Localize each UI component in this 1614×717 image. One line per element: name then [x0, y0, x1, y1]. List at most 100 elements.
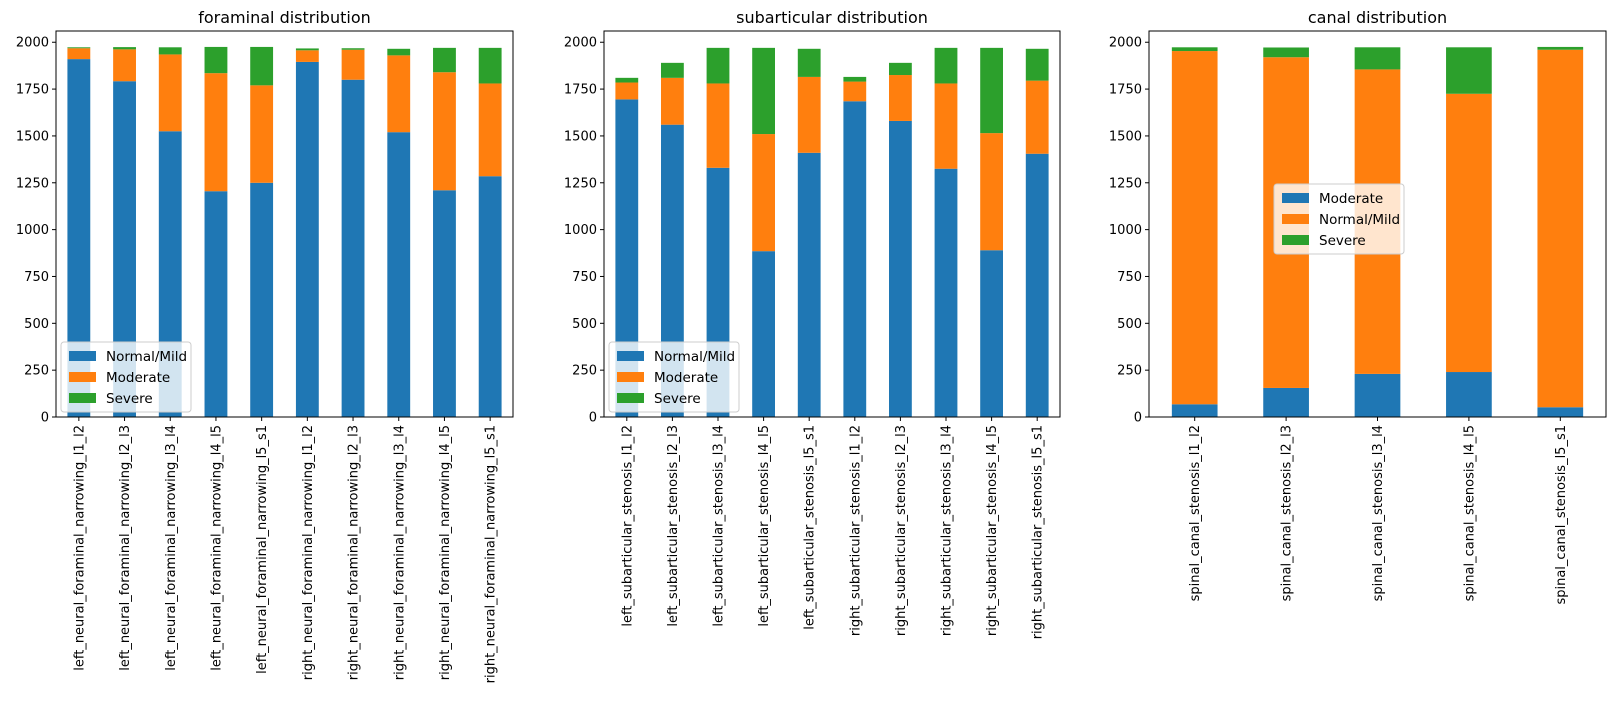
x-tick-label: spinal_canal_stenosis_l3_l4: [1371, 425, 1386, 601]
bar-moderate-5: [1537, 407, 1584, 417]
legend-label: Moderate: [106, 370, 170, 386]
bar-normal-mild-4: [752, 251, 775, 417]
bar-normal-mild-6: [843, 101, 867, 418]
x-tick-label: right_neural_foraminal_narrowing_l3_l4: [392, 425, 407, 680]
bar-severe-1: [615, 77, 639, 83]
bar-moderate-4: [204, 73, 228, 192]
legend-swatch: [617, 393, 644, 403]
bar-severe-2: [113, 47, 136, 50]
y-tick-label: 1500: [564, 129, 597, 144]
legend-swatch: [69, 393, 96, 403]
y-tick-label: 500: [24, 317, 49, 332]
x-tick-label: right_neural_foraminal_narrowing_l5_s1: [484, 425, 499, 683]
bar-normal-mild-7: [341, 79, 365, 417]
x-tick-label: spinal_canal_stenosis_l4_l5: [1462, 425, 1477, 601]
y-tick-label: 1250: [16, 176, 49, 191]
bar-moderate-2: [661, 77, 684, 125]
y-tick-label: 750: [572, 270, 597, 285]
x-tick-label: left_subarticular_stenosis_l5_s1: [803, 425, 818, 630]
legend-swatch: [617, 372, 644, 382]
legend: Normal/Mild Moderate Severe: [608, 341, 740, 413]
bar-moderate-3: [706, 83, 730, 168]
chart-panel-1: left_neural_foraminal_narrowing_l1_l2 lef…: [16, 8, 514, 683]
axes-frame: [603, 30, 1061, 418]
legend-label: Severe: [1319, 233, 1366, 249]
y-tick-label: 750: [1117, 270, 1142, 285]
legend-swatch: [1282, 214, 1309, 224]
x-tick-label: left_neural_foraminal_narrowing_l5_s1: [255, 425, 270, 674]
y-tick-label: 1000: [16, 223, 49, 238]
x-tick-label: spinal_canal_stenosis_l2_l3: [1280, 425, 1295, 601]
y-tick-label: 2000: [1109, 36, 1142, 51]
y-tick-label: 1000: [564, 223, 597, 238]
legend-label: Normal/Mild: [654, 349, 735, 365]
bar-moderate-9: [433, 72, 456, 191]
bar-normal-mild-8: [934, 168, 958, 417]
bar-moderate-2: [1263, 387, 1309, 417]
bar-severe-10: [1025, 48, 1049, 81]
legend-swatch: [1282, 235, 1309, 245]
x-tick-label: right_subarticular_stenosis_l3_l4: [940, 425, 955, 636]
chart-title: subarticular distribution: [736, 8, 928, 27]
x-tick-label: left_subarticular_stenosis_l1_l2: [620, 425, 635, 627]
bar-moderate-6: [295, 50, 319, 62]
x-tick-label: left_neural_foraminal_narrowing_l2_l3: [118, 425, 133, 671]
x-tick-label: right_neural_foraminal_narrowing_l4_l5: [438, 425, 453, 680]
legend: Normal/Mild Moderate Severe: [60, 341, 192, 413]
bar-moderate-5: [797, 76, 821, 153]
y-tick-label: 0: [1134, 411, 1142, 426]
y-tick-label: 250: [572, 364, 597, 379]
bar-normal-mild-4: [1446, 93, 1492, 373]
bar-moderate-1: [615, 82, 639, 100]
y-tick-label: 250: [24, 364, 49, 379]
bar-severe-3: [706, 47, 730, 84]
bar-moderate-6: [843, 81, 867, 102]
bar-normal-mild-4: [204, 191, 228, 417]
bar-severe-1: [67, 47, 91, 49]
bar-severe-8: [387, 48, 411, 56]
y-tick-label: 500: [1117, 317, 1142, 332]
legend-label: Moderate: [1319, 191, 1383, 207]
legend-swatch: [617, 351, 644, 361]
x-tick-label: left_neural_foraminal_narrowing_l4_l5: [210, 425, 225, 671]
x-tick-label: right_subarticular_stenosis_l4_l5: [985, 425, 1000, 636]
bar-normal-mild-5: [1537, 49, 1584, 408]
legend-label: Normal/Mild: [1319, 212, 1400, 228]
bar-severe-9: [433, 47, 456, 73]
bar-normal-mild-7: [889, 120, 912, 417]
x-tick-label: right_subarticular_stenosis_l5_s1: [1031, 425, 1046, 639]
bar-moderate-3: [1354, 373, 1401, 417]
x-tick-label: left_neural_foraminal_narrowing_l3_l4: [164, 425, 179, 671]
y-tick-label: 1750: [1109, 83, 1142, 98]
x-tick-label: right_subarticular_stenosis_l2_l3: [894, 425, 909, 636]
bar-normal-mild-1: [67, 59, 91, 418]
y-tick-label: 1750: [16, 83, 49, 98]
x-tick-label: left_subarticular_stenosis_l4_l5: [757, 425, 772, 627]
legend-swatch: [69, 372, 96, 382]
y-tick-label: 750: [24, 270, 49, 285]
chart-title: canal distribution: [1308, 8, 1447, 27]
bar-moderate-9: [980, 133, 1003, 251]
legend-label: Severe: [654, 391, 701, 407]
bar-normal-mild-5: [250, 182, 274, 417]
bar-severe-8: [934, 47, 958, 84]
bar-severe-3: [158, 47, 182, 55]
legend-label: Severe: [106, 391, 153, 407]
y-tick-label: 1500: [1109, 129, 1142, 144]
bar-normal-mild-6: [295, 61, 319, 418]
y-tick-label: 1750: [564, 83, 597, 98]
bar-severe-5: [797, 48, 821, 77]
bar-moderate-10: [478, 83, 502, 177]
x-tick-label: spinal_canal_stenosis_l1_l2: [1188, 425, 1203, 601]
chart-panel-3: spinal_canal_stenosis_l1_l2 spinal_canal_…: [1109, 8, 1607, 605]
bar-moderate-1: [1171, 404, 1218, 417]
axes-frame: [55, 30, 514, 418]
x-tick-label: left_subarticular_stenosis_l2_l3: [666, 425, 681, 627]
x-tick-label: right_neural_foraminal_narrowing_l1_l2: [301, 425, 316, 680]
bar-severe-1: [1171, 47, 1218, 52]
bar-normal-mild-8: [387, 132, 411, 417]
legend-swatch: [69, 351, 96, 361]
y-tick-label: 250: [1117, 364, 1142, 379]
bar-moderate-10: [1025, 80, 1049, 154]
